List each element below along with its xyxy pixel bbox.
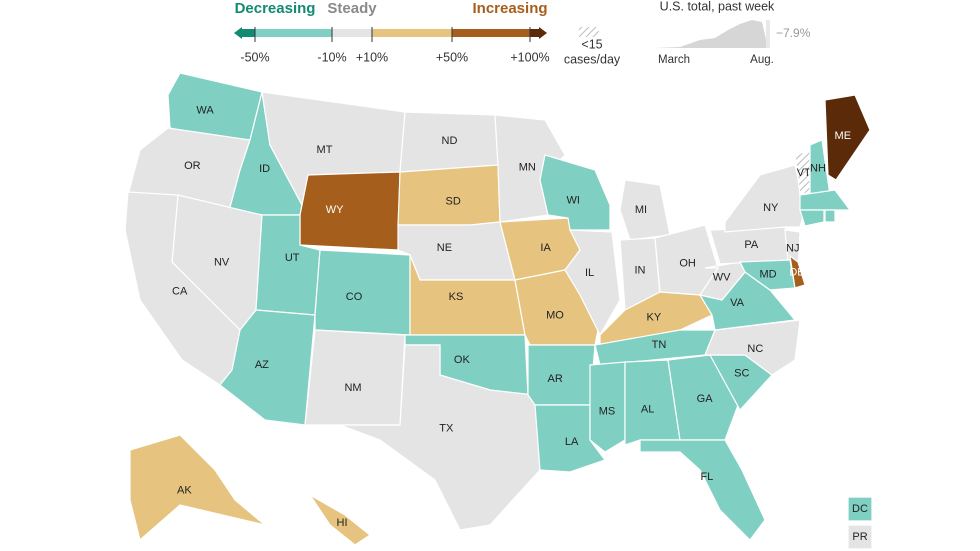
inset-area — [655, 20, 768, 48]
legend-tick-label: +100% — [510, 50, 549, 64]
state — [739, 259, 796, 291]
state — [799, 189, 852, 211]
state-label: IN — [635, 265, 646, 277]
state-label: OK — [454, 354, 471, 366]
state-label: NE — [437, 242, 452, 254]
state-label: VA — [730, 297, 745, 309]
state-label: CO — [346, 291, 363, 303]
state-label: DE — [789, 267, 804, 279]
state-label: PR — [852, 531, 867, 543]
state-label: NC — [747, 343, 763, 355]
inset-week — [766, 20, 770, 48]
state-label: MN — [519, 161, 536, 173]
legend-tick-label: +50% — [436, 50, 468, 64]
state — [724, 164, 806, 233]
state-label: VT — [797, 167, 811, 179]
state-label: AK — [177, 485, 192, 497]
low-label: <15 — [581, 37, 602, 51]
state — [564, 229, 621, 337]
state-label: MT — [317, 144, 333, 156]
state — [314, 249, 411, 336]
state — [589, 361, 626, 453]
inset-end: Aug. — [750, 54, 774, 66]
state — [799, 209, 825, 227]
state — [847, 496, 873, 522]
inset-title: U.S. total, past week — [660, 0, 775, 13]
legend-tick-label: -50% — [240, 50, 269, 64]
state-label: PA — [744, 239, 759, 251]
state-label: AZ — [255, 359, 269, 371]
state-label: ME — [835, 130, 852, 142]
state-label: HI — [337, 517, 348, 529]
state-label: SD — [446, 196, 461, 208]
state-label: NM — [344, 382, 361, 394]
state-label: UT — [285, 252, 300, 264]
state-label: NH — [810, 163, 826, 175]
state-label: IA — [540, 242, 551, 254]
legend-swatch — [255, 29, 332, 37]
legend-swatch — [452, 29, 530, 37]
state-label: MO — [546, 310, 564, 322]
legend-arrow — [234, 27, 242, 39]
low-swatch — [579, 27, 599, 37]
state — [847, 524, 873, 550]
legend-arrow — [539, 27, 547, 39]
legend-increasing: Increasing — [472, 0, 547, 17]
inset-start: March — [658, 54, 690, 66]
inset-chart: U.S. total, past week March Aug. −7.9% — [655, 0, 811, 66]
state-label: WY — [326, 204, 344, 216]
state — [789, 254, 806, 289]
state-label: KS — [449, 291, 464, 303]
state-label: CA — [172, 285, 188, 297]
state — [219, 309, 316, 426]
state-label: WI — [567, 194, 580, 206]
state — [824, 209, 836, 223]
state — [309, 494, 372, 546]
state-label: LA — [565, 436, 579, 448]
legend-swatch — [240, 29, 255, 37]
state-label: NJ — [786, 242, 799, 254]
state-label: ID — [259, 163, 270, 175]
state — [339, 344, 541, 531]
state — [824, 94, 871, 181]
state-label: SC — [734, 368, 749, 380]
states: WA OR ID MT WY NV CA UT AZ CO NM ND SD NE KS OK TX MN IA MO… — [124, 72, 873, 550]
legend: Decreasing Steady Increasing <15 cases/d… — [234, 0, 621, 66]
state-label: MD — [759, 268, 776, 280]
legend-tick-label: +10% — [356, 50, 388, 64]
state-label: TN — [652, 339, 667, 351]
state-label: IL — [585, 267, 594, 279]
state-label: AL — [641, 403, 654, 415]
state-label: ND — [442, 135, 458, 147]
state-label: WA — [196, 104, 214, 116]
state — [299, 171, 401, 251]
legend-swatch — [332, 29, 372, 37]
legend-steady: Steady — [327, 0, 377, 17]
state-label: MI — [635, 204, 647, 216]
legend-decreasing: Decreasing — [235, 0, 316, 17]
state-label: KY — [647, 311, 662, 323]
state-label: OR — [184, 160, 201, 172]
state-label: NV — [214, 256, 230, 268]
state-label: MS — [599, 406, 616, 418]
legend-swatch — [372, 29, 452, 37]
legend-tick-label: -10% — [317, 50, 346, 64]
state-label: NY — [763, 202, 779, 214]
state — [639, 439, 766, 541]
low-label: cases/day — [564, 52, 621, 66]
state — [704, 319, 801, 376]
state — [304, 329, 406, 426]
inset-change: −7.9% — [776, 26, 811, 40]
state-label: AR — [548, 373, 563, 385]
state — [619, 179, 671, 241]
legend-swatch — [530, 29, 540, 37]
state-label: FL — [700, 471, 713, 483]
state-label: TX — [439, 423, 454, 435]
state-label: GA — [697, 393, 714, 405]
state-label: DC — [852, 503, 868, 515]
state — [129, 434, 266, 542]
state-label: OH — [679, 258, 696, 270]
state-label: WV — [713, 271, 731, 283]
